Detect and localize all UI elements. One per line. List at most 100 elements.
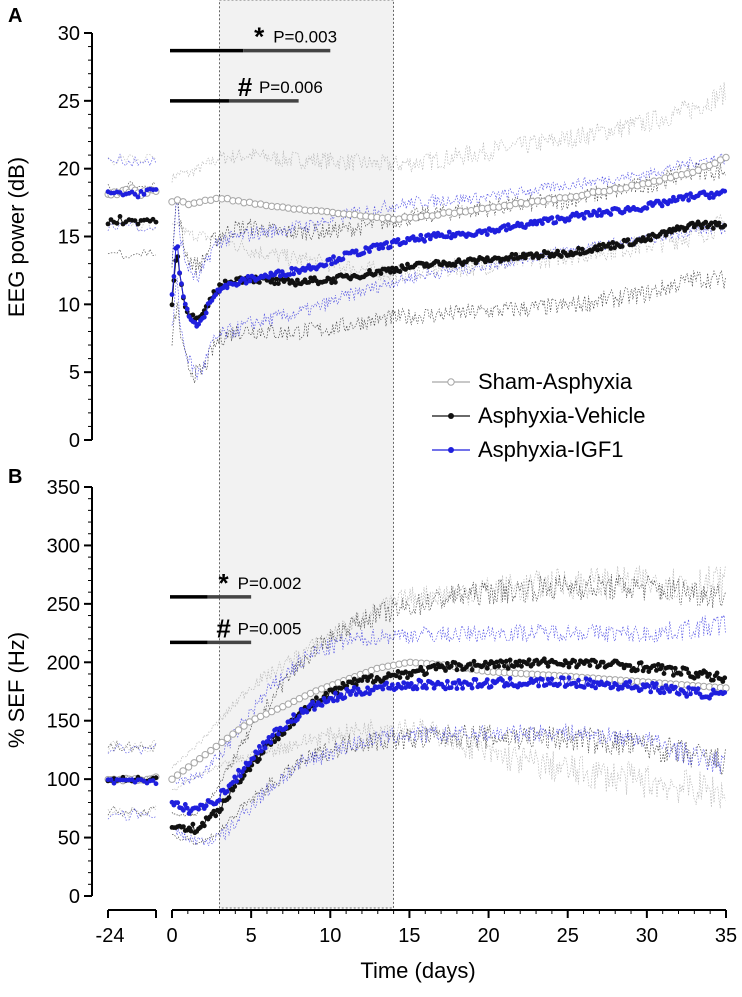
significance-bar: # P=0.005 xyxy=(170,613,301,645)
igf1-point xyxy=(270,732,276,738)
vehicle-point xyxy=(272,281,277,287)
igf1-point xyxy=(367,249,372,255)
vehicle-point xyxy=(703,219,709,225)
igf1-baseline-point xyxy=(153,781,159,787)
igf1-point xyxy=(376,246,382,252)
igf1-point xyxy=(431,685,437,691)
vehicle-point xyxy=(593,244,598,250)
igf1-point xyxy=(312,707,317,712)
vehicle-baseline-band-lower xyxy=(107,805,157,817)
sig-symbol: # xyxy=(238,72,253,102)
sham-point xyxy=(201,751,209,759)
igf1-point xyxy=(203,803,209,809)
vehicle-baseline-point xyxy=(132,218,138,224)
vehicle-point xyxy=(494,659,500,665)
vehicle-point xyxy=(323,690,329,696)
igf1-point xyxy=(277,273,283,279)
igf1-point xyxy=(452,680,458,686)
vehicle-point xyxy=(690,220,695,226)
panel-a-variance-bands xyxy=(107,82,726,385)
vehicle-point xyxy=(471,257,477,262)
igf1-point xyxy=(659,685,665,691)
igf1-point xyxy=(213,292,219,298)
vehicle-point xyxy=(388,269,393,275)
sham-point xyxy=(184,763,193,771)
igf1-point xyxy=(606,681,612,687)
panel-a-series xyxy=(104,153,730,329)
panel-b-y-tick-labels: 0 50 100 150 200 250 300 350 xyxy=(47,477,80,908)
igf1-point xyxy=(608,212,614,217)
y-tick-label: 25 xyxy=(58,91,80,113)
vehicle-point xyxy=(211,808,217,814)
legend-label: Asphyxia-IGF1 xyxy=(478,437,624,462)
panel-b-sef: B 0 50 100 150 200 250 300 350 % SEF (Hz) * P=0.… xyxy=(4,466,730,908)
y-tick-label: 15 xyxy=(58,227,80,249)
vehicle-point xyxy=(201,823,207,829)
igf1-point xyxy=(266,735,272,740)
vehicle-point xyxy=(405,261,410,267)
vehicle-point xyxy=(169,302,175,308)
vehicle-point xyxy=(648,237,654,243)
vehicle-point xyxy=(424,671,429,676)
vehicle-point xyxy=(492,664,498,670)
igf1-point xyxy=(448,685,454,690)
vehicle-point xyxy=(695,674,701,679)
shaded-region xyxy=(219,0,395,909)
igf1-series xyxy=(105,186,728,329)
igf1-point xyxy=(534,677,540,682)
igf1-point xyxy=(351,685,357,690)
sham-point xyxy=(655,177,664,185)
vehicle-point xyxy=(490,660,496,666)
igf1-point xyxy=(276,268,281,274)
vehicle-baseline-band-lower xyxy=(107,248,157,260)
igf1-point xyxy=(589,212,595,218)
igf1-point xyxy=(181,294,186,299)
vehicle-point xyxy=(386,266,391,271)
sham-point xyxy=(711,159,719,167)
vehicle-point xyxy=(587,663,593,668)
igf1-point xyxy=(695,686,701,692)
igf1-point xyxy=(175,244,181,250)
igf1-point xyxy=(258,748,264,754)
igf1-point xyxy=(484,677,490,682)
vehicle-point xyxy=(534,251,540,257)
vehicle-point xyxy=(431,663,437,668)
vehicle-point xyxy=(188,828,194,834)
vehicle-point xyxy=(505,666,511,671)
vehicle-point xyxy=(619,662,625,667)
vehicle-point xyxy=(709,220,714,226)
igf1-point xyxy=(264,739,270,744)
igf1-point xyxy=(365,685,370,691)
vehicle-point xyxy=(686,670,691,676)
igf1-point xyxy=(177,270,183,276)
igf1-point xyxy=(182,301,188,307)
vehicle-baseline-point xyxy=(150,216,156,222)
vehicle-point xyxy=(699,225,705,231)
igf1-point xyxy=(422,238,427,244)
x-tick-label: 30 xyxy=(636,925,658,947)
igf1-point xyxy=(236,767,241,773)
vehicle-point xyxy=(274,276,279,282)
vehicle-point xyxy=(684,666,690,672)
igf1-point xyxy=(331,254,336,260)
igf1-point xyxy=(581,215,587,221)
igf1-point xyxy=(560,675,566,681)
vehicle-point xyxy=(555,248,560,254)
vehicle-point xyxy=(511,256,517,262)
igf1-point xyxy=(657,690,663,696)
vehicle-point xyxy=(661,671,667,676)
vehicle-point xyxy=(391,269,397,275)
shaded-treatment-region xyxy=(219,0,395,909)
igf1-point xyxy=(287,272,293,277)
vehicle-point xyxy=(507,657,513,663)
legend-label: Sham-Asphyxia xyxy=(478,369,633,394)
y-tick-label: 0 xyxy=(69,430,80,452)
vehicle-point xyxy=(403,267,408,272)
igf1-baseline-band-lower xyxy=(107,220,157,232)
vehicle-point xyxy=(405,675,410,681)
vehicle-point xyxy=(722,223,728,228)
igf1-point xyxy=(241,277,247,282)
legend-entry: Asphyxia-Vehicle xyxy=(432,403,646,428)
panel-a-significance: * P=0.003 # P=0.006 xyxy=(170,22,337,103)
igf1-point xyxy=(247,760,253,766)
